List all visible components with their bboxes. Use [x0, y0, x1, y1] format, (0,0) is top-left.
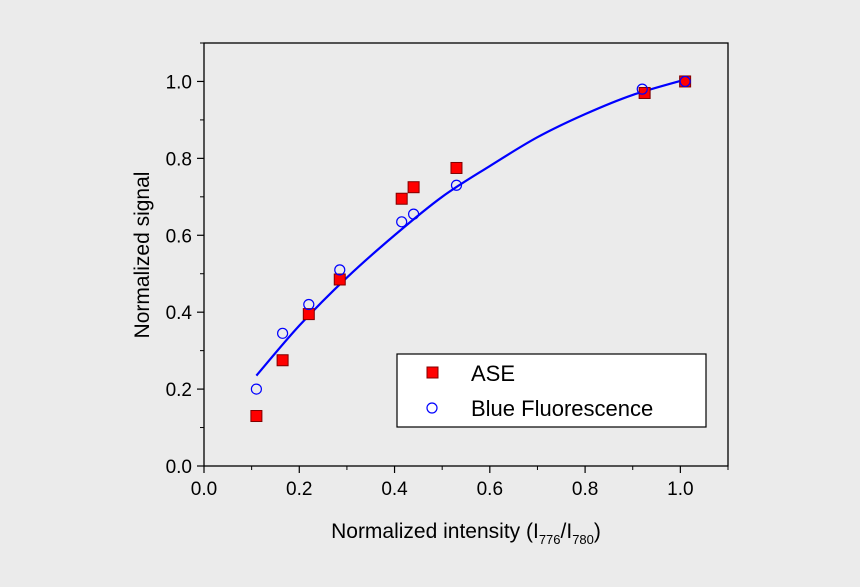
blue-fluorescence-point	[679, 75, 691, 88]
blue-fluorescence-point	[303, 298, 315, 311]
blue-fluorescence-point	[636, 83, 648, 95]
x-tick-label: 0.0	[191, 479, 217, 500]
y-tick-label: 0.0	[166, 457, 192, 478]
y-tick-label: 0.6	[166, 226, 192, 247]
x-tick-label: 0.8	[572, 479, 598, 500]
x-axis-label-mid: /I	[561, 520, 573, 543]
legend-ase-marker	[426, 366, 439, 379]
ase-point	[395, 192, 408, 205]
x-axis-label-end: )	[594, 520, 601, 543]
ase-point	[333, 273, 346, 286]
ase-point	[407, 181, 420, 194]
plot-frame	[203, 42, 729, 467]
ase-point	[276, 354, 289, 367]
fit-curve	[255, 78, 686, 377]
ase-point	[250, 410, 263, 423]
ase-point	[302, 308, 315, 321]
blue-fluorescence-point	[396, 216, 408, 228]
y-axis-label: Normalized signal	[131, 172, 154, 339]
y-tick-label: 0.8	[166, 149, 192, 170]
x-axis-label-base: Normalized intensity (I	[331, 520, 539, 543]
x-tick-label: 0.2	[286, 479, 312, 500]
y-tick-label: 1.0	[166, 72, 192, 93]
x-axis-label: Normalized intensity (I776/I780)	[331, 520, 601, 547]
blue-fluorescence-point	[334, 264, 346, 276]
legend-blue-fluorescence-label: Blue Fluorescence	[471, 396, 653, 421]
legend: ASE Blue Fluorescence	[396, 353, 707, 428]
legend-blue-fluorescence-marker	[426, 402, 438, 414]
blue-fluorescence-point	[277, 327, 289, 339]
x-tick-label: 1.0	[667, 479, 693, 500]
legend-ase-label: ASE	[471, 361, 515, 386]
blue-fluorescence-point	[250, 383, 262, 395]
y-tick-label: 0.4	[166, 303, 193, 324]
blue-fluorescence-point	[450, 179, 463, 191]
x-tick-label: 0.6	[477, 479, 503, 500]
x-axis-label-sub1: 776	[539, 532, 561, 547]
y-tick-label: 0.2	[166, 380, 192, 401]
blue-fluorescence-point	[408, 208, 420, 220]
x-axis-label-sub2: 780	[572, 532, 594, 547]
ase-point	[450, 161, 463, 174]
legend-box	[396, 353, 707, 428]
x-tick-label: 0.4	[381, 479, 408, 500]
